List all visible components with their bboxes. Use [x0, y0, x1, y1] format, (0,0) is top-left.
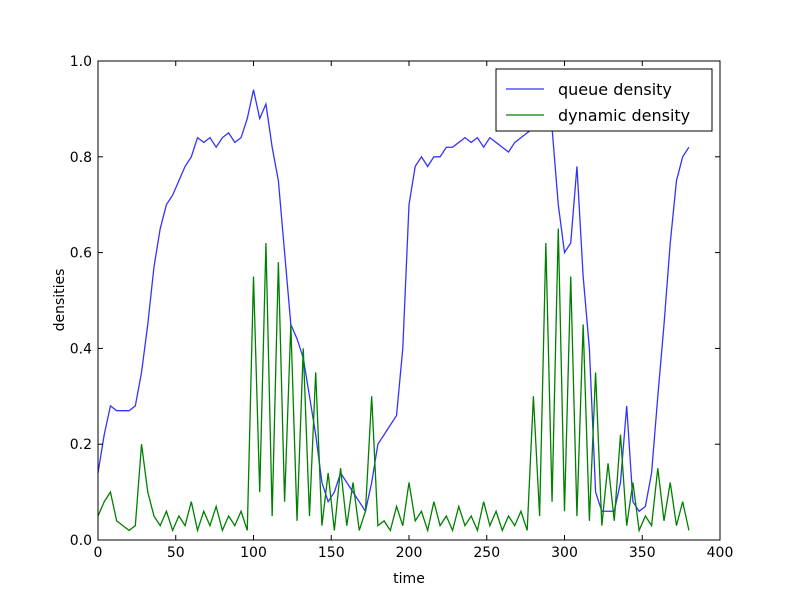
x-tick-label: 50: [167, 545, 185, 561]
x-axis-label: time: [393, 571, 425, 587]
x-tick-label: 400: [707, 545, 734, 561]
x-tick-label: 100: [240, 545, 267, 561]
y-axis-label: densities: [52, 269, 68, 332]
x-tick-label: 250: [473, 545, 500, 561]
x-tick-label: 150: [318, 545, 345, 561]
series-line: [97, 228, 690, 533]
legend-label: dynamic density: [558, 106, 690, 125]
y-tick-label: 0.4: [70, 341, 92, 357]
legend-box: [495, 68, 713, 132]
series-line: [97, 89, 690, 513]
legend-label: queue density: [558, 80, 672, 99]
y-tick-label: 0.2: [70, 437, 92, 453]
x-tick-label: 0: [94, 545, 103, 561]
y-tick-label: 0.0: [70, 533, 92, 549]
x-tick-label: 200: [396, 545, 423, 561]
x-tick-label: 350: [629, 545, 656, 561]
y-tick-label: 0.6: [70, 246, 92, 262]
x-tick-label: 300: [551, 545, 578, 561]
y-tick-label: 1.0: [70, 54, 92, 70]
plot-area: [98, 61, 720, 540]
plot: [97, 89, 690, 533]
y-tick-label: 0.8: [70, 150, 92, 166]
